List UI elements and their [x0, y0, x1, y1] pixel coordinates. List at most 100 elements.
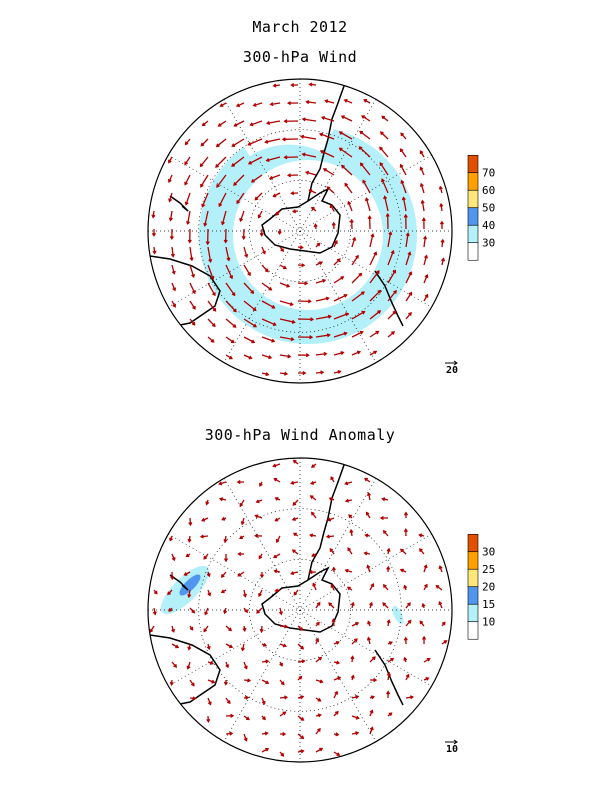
wind-vector-head	[370, 583, 375, 587]
wind-vector-head	[231, 292, 236, 297]
colorbar-level-label: 25	[482, 563, 495, 576]
wind-vector-head	[223, 539, 228, 544]
wind-vector-head	[265, 372, 270, 377]
wind-vector-head	[399, 163, 404, 168]
wind-vector-head	[310, 480, 315, 485]
colorbar-level-label: 15	[482, 598, 495, 611]
wind-vector-head	[424, 254, 428, 259]
wind-vector-head	[167, 591, 171, 596]
wind-vector-head	[407, 251, 412, 256]
wind-vector-head	[336, 752, 341, 756]
wind-vector-head	[170, 253, 175, 258]
wind-vector-head	[242, 593, 247, 598]
wind-vector-head	[440, 238, 445, 243]
colorbar-level-label: 40	[482, 219, 495, 232]
wind-vector-field	[151, 82, 446, 377]
wind-vector-head	[367, 215, 372, 220]
wind-vector-head	[350, 655, 355, 660]
wind-vector-head	[186, 665, 191, 670]
wind-vector-head	[305, 100, 310, 105]
wind-vector-head	[441, 257, 446, 262]
wind-vector-head	[206, 645, 211, 651]
wind-vector-head	[441, 621, 446, 626]
wind-vector-head	[298, 675, 303, 680]
wind-vector-head	[309, 495, 314, 499]
wind-vector-head	[361, 310, 366, 315]
wind-vector-head	[405, 673, 410, 678]
wind-vector-head	[168, 159, 172, 164]
wind-vector-head	[264, 268, 269, 273]
wind-vector-head	[326, 517, 332, 522]
wind-vector-head	[318, 132, 324, 137]
wind-vector	[351, 273, 362, 284]
wind-vector-head	[338, 147, 343, 152]
wind-vector-head	[261, 700, 266, 705]
wind-vector-head	[265, 158, 270, 163]
wind-vector-head	[280, 681, 285, 686]
map-border	[147, 457, 453, 763]
wind-vector-head	[153, 590, 158, 595]
wind-vector-head	[392, 310, 397, 315]
colorbar-level-label: 70	[482, 167, 495, 180]
wind-vector-head	[212, 292, 216, 297]
wind-vector	[387, 232, 392, 248]
wind-vector-head	[199, 163, 204, 168]
wind-speed-shading	[199, 108, 417, 344]
wind-vector-head	[282, 711, 287, 716]
reference-vector: 10	[445, 739, 458, 755]
wind-vector-head	[334, 690, 339, 695]
wind-vector-head	[399, 548, 404, 553]
colorbar-swatch	[467, 172, 479, 191]
wind-vector	[261, 264, 269, 272]
wind-vector-head	[283, 155, 288, 160]
wind-vector-head	[381, 178, 385, 183]
wind-vector-head	[438, 565, 443, 570]
wind-vector-head	[426, 657, 431, 662]
wind-vector-head	[280, 248, 285, 253]
wind-vector	[171, 282, 176, 291]
wind-vector-head	[316, 621, 320, 626]
wind-vector-head	[241, 236, 246, 241]
wind-vector-head	[344, 498, 349, 503]
wind-vector-head	[435, 585, 440, 589]
wind-vector	[405, 233, 409, 248]
wind-vector	[423, 255, 428, 266]
wind-vector-head	[192, 696, 197, 701]
wind-vector-head	[250, 290, 255, 294]
wind-vector-head	[208, 258, 213, 263]
wind-vector	[325, 100, 335, 104]
wind-vector-head	[167, 179, 172, 184]
wind-vector-head	[259, 628, 264, 633]
wind-vector-head	[185, 553, 190, 558]
wind-vector-head	[393, 289, 397, 294]
wind-vector-head	[319, 747, 324, 752]
wind-vector-head	[263, 642, 268, 647]
wind-vector	[234, 120, 245, 127]
wind-vector-head	[423, 564, 428, 569]
wind-vector	[359, 146, 371, 158]
wind-vector-head	[319, 679, 324, 684]
wind-vector-head	[215, 164, 219, 168]
wind-vector-head	[223, 610, 228, 615]
wind-vector-head	[400, 179, 405, 184]
wind-vector-head	[386, 690, 391, 695]
wind-vector	[189, 282, 196, 294]
wind-vector	[379, 162, 389, 176]
colorbar-swatch	[467, 224, 479, 244]
wind-vector-head	[311, 553, 316, 557]
wind-vector	[243, 264, 251, 276]
wind-vector-head	[349, 528, 354, 534]
wind-vector-head	[331, 618, 336, 623]
wind-vector-head	[421, 217, 426, 222]
colorbar-swatch	[467, 551, 479, 570]
wind-vector-head	[187, 594, 192, 599]
wind-vector-head	[385, 212, 390, 217]
wind-vector-head	[350, 601, 355, 606]
wind-vector-head	[223, 681, 228, 686]
wind-vector	[233, 174, 245, 186]
wind-vector-head	[421, 602, 426, 607]
wind-vector-head	[249, 122, 254, 127]
wind-vector-head	[264, 139, 269, 144]
wind-vector	[360, 162, 371, 176]
wind-vector-head	[403, 213, 408, 218]
